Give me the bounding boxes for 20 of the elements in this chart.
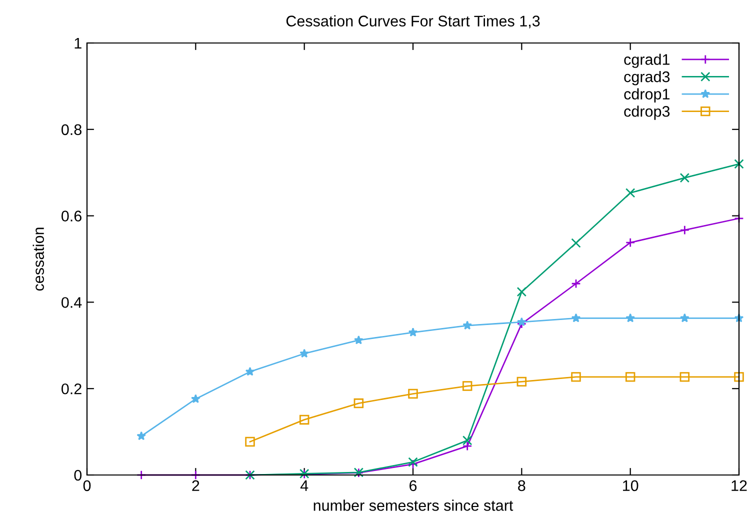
y-tick-label: 1 — [74, 38, 82, 49]
legend-label: cgrad3 — [624, 70, 670, 86]
x-tick-label: 8 — [518, 480, 526, 492]
y-tick-label: 0 — [74, 470, 82, 481]
chart-title: Cessation Curves For Start Times 1,3 — [286, 15, 540, 28]
x-tick-label: 0 — [83, 480, 91, 492]
y-tick-label: 0.4 — [62, 297, 82, 308]
y-tick-label: 0.2 — [62, 383, 82, 394]
legend-label: cdrop3 — [624, 106, 670, 120]
x-axis-title: number semesters since start — [314, 500, 514, 511]
x-tick-label: 10 — [623, 480, 638, 492]
y-axis-title: cessation — [32, 228, 44, 291]
x-tick-label: 12 — [732, 480, 747, 491]
y-tick-label: 0.8 — [62, 124, 82, 136]
legend-label: cgrad1 — [624, 54, 670, 68]
x-tick-label: 2 — [192, 480, 200, 491]
y-tick-label: 0.6 — [62, 210, 82, 222]
x-tick-label: 6 — [410, 480, 417, 492]
legend-label: cdrop1 — [624, 88, 670, 103]
x-tick-label: 4 — [300, 480, 308, 491]
